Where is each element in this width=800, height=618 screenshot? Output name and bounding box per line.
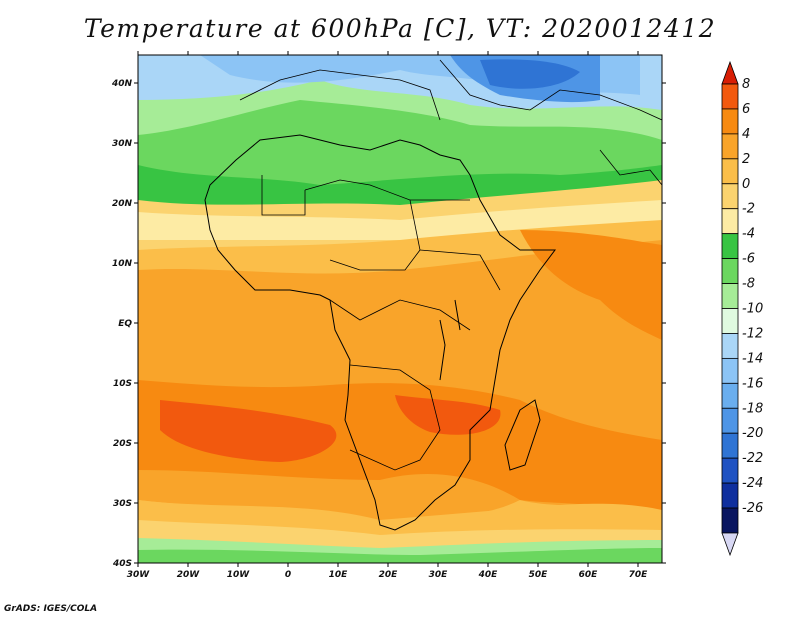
colorbar-label: -10 xyxy=(742,302,763,317)
colorbar-box xyxy=(721,183,739,210)
colorbar-box xyxy=(721,357,739,384)
colorbar-label: -4 xyxy=(742,227,755,242)
colorbar-label: -8 xyxy=(742,277,755,292)
lat-tick-label: 20S xyxy=(113,439,132,449)
colorbar-box xyxy=(721,432,739,459)
lon-tick-label: 10E xyxy=(329,570,349,580)
colorbar-label: 8 xyxy=(742,77,750,92)
colorbar-label: 6 xyxy=(742,102,750,117)
colorbar-box xyxy=(721,83,739,110)
lon-tick-label: 70E xyxy=(629,570,649,580)
axis-ticks: 30W 20W 10W 0 10E 20E 30E 40E 50E 60E 70E 40N 30N 20N… xyxy=(111,51,666,580)
lat-tick-label: 20N xyxy=(112,199,133,209)
colorbar-label: -20 xyxy=(742,426,763,441)
colorbar-label: -18 xyxy=(742,401,763,416)
colorbar-box xyxy=(721,457,739,484)
colorbar-label: -24 xyxy=(742,476,763,491)
lon-tick-label: 40E xyxy=(478,570,499,580)
colorbar-box xyxy=(721,333,739,359)
lon-tick-label: 50E xyxy=(529,570,549,580)
colorbar-label: -12 xyxy=(742,326,763,341)
lon-tick-label: 60E xyxy=(579,570,599,580)
lat-tick-label: EQ xyxy=(118,319,132,329)
lat-tick-label: 40N xyxy=(111,79,133,89)
lat-tick-label: 30S xyxy=(113,499,132,509)
colorbar-label: -6 xyxy=(742,252,755,267)
colorbar-label: 2 xyxy=(742,152,750,167)
colorbar-box xyxy=(721,258,739,284)
lat-tick-label: 40S xyxy=(112,559,132,569)
lon-tick-label: 30E xyxy=(429,570,449,580)
colorbar-box xyxy=(721,208,739,235)
lat-tick-label: 30N xyxy=(112,139,133,149)
colorbar-label: 4 xyxy=(742,127,750,142)
colorbar-label: -22 xyxy=(742,451,763,466)
colorbar-top-arrow xyxy=(721,60,739,85)
colorbar-box xyxy=(721,283,739,309)
colorbar-box xyxy=(721,133,739,160)
colorbar-box xyxy=(721,108,739,135)
colorbar-box xyxy=(721,233,739,260)
grads-credit: GrADS: IGES/COLA xyxy=(4,604,98,614)
colorbar-label: -14 xyxy=(742,351,763,366)
plot-frame xyxy=(137,54,663,564)
temperature-field xyxy=(138,55,662,563)
lon-tick-label: 20E xyxy=(379,570,399,580)
colorbar-box xyxy=(721,507,739,534)
map-title: Temperature at 600hPa [C], VT: 202001241… xyxy=(83,14,717,43)
colorbar-box xyxy=(721,158,739,185)
colorbar-bottom-arrow xyxy=(721,532,739,557)
lat-tick-label: 10S xyxy=(113,379,132,389)
lon-tick-label: 10W xyxy=(227,570,251,580)
colorbar-legend: 8 6 4 2 0 -2 -4 -6 -8 -10 -12 -14 -16 -18 -20 -22 -24 -26 xyxy=(721,60,763,557)
colorbar-box xyxy=(721,308,739,334)
colorbar-box xyxy=(721,407,739,434)
colorbar-label: -26 xyxy=(742,501,763,516)
lat-tick-label: 10N xyxy=(112,259,133,269)
colorbar-label: -2 xyxy=(742,202,755,217)
colorbar-label: 0 xyxy=(742,177,750,192)
colorbar-box xyxy=(721,482,739,509)
lon-tick-label: 20W xyxy=(177,570,201,580)
lon-tick-label: 30W xyxy=(127,570,151,580)
lon-tick-label: 0 xyxy=(285,570,291,580)
colorbar-box xyxy=(721,382,739,409)
colorbar-label: -16 xyxy=(742,376,763,391)
